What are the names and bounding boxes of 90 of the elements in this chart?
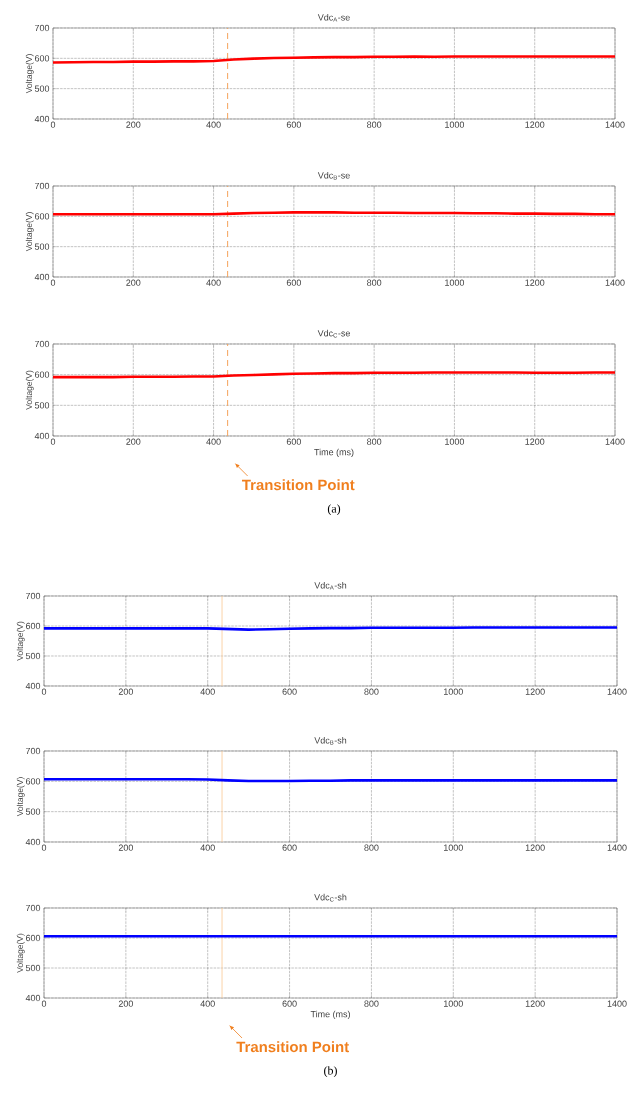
- y-axis-title: Voltage(V): [16, 933, 25, 973]
- chart-title: Vdc$_{B}$-sh: [314, 736, 347, 745]
- y-tick-label: 600: [25, 622, 41, 630]
- y-tick-label: 400: [25, 838, 41, 846]
- x-tick-label: 1400: [607, 844, 627, 851]
- y-tick-label: 400: [34, 273, 50, 281]
- x-tick-label: 200: [126, 279, 141, 286]
- chart-title: Vdc$_{C}$-sh: [314, 893, 347, 902]
- x-tick-label: 1000: [445, 438, 465, 445]
- x-tick-label: 400: [200, 844, 215, 851]
- x-axis-title: Time (ms): [310, 1010, 350, 1020]
- x-tick-label: 600: [286, 121, 301, 128]
- text: (b): [324, 1066, 337, 1078]
- x-tick-label: 200: [118, 688, 133, 695]
- y-axis-title: Voltage(V): [25, 212, 34, 252]
- x-tick-label: 1400: [607, 1000, 627, 1007]
- x-tick-label: 1400: [607, 688, 627, 695]
- y-tick-label: 700: [25, 747, 41, 755]
- chart-title: Vdc$_{C}$-se: [317, 329, 350, 338]
- y-tick-label: 700: [25, 592, 41, 600]
- y-axis-title: Voltage(V): [16, 777, 25, 817]
- text: (a): [327, 504, 341, 516]
- x-tick-label: 0: [50, 121, 56, 128]
- y-tick-label: 600: [34, 213, 50, 220]
- x-tick-label: 1200: [525, 1000, 545, 1007]
- y-tick-label: 700: [34, 340, 50, 348]
- y-tick-label: 600: [25, 934, 41, 942]
- y-tick-label: 500: [34, 402, 50, 409]
- y-tick-label: 400: [25, 994, 41, 1002]
- x-tick-label: 800: [367, 438, 382, 445]
- y-tick-label: 400: [34, 432, 50, 440]
- x-tick-label: 1200: [525, 121, 545, 128]
- chart-title: Vdc$_{A}$-sh: [314, 581, 347, 590]
- x-tick-label: 0: [41, 688, 47, 695]
- x-tick-label: 0: [41, 844, 47, 851]
- x-tick-label: 1200: [525, 279, 545, 286]
- x-tick-label: 600: [282, 688, 297, 695]
- x-tick-label: 1000: [444, 1000, 463, 1007]
- chart-title: Vdc$_{A}$-se: [317, 13, 350, 22]
- x-tick-label: 800: [364, 688, 379, 695]
- x-tick-label: 1400: [605, 121, 625, 128]
- x-tick-label: 1000: [444, 844, 463, 851]
- x-tick-label: 800: [364, 844, 379, 851]
- y-tick-label: 700: [34, 24, 50, 32]
- y-tick-label: 500: [34, 243, 50, 250]
- x-axis-title: Time (ms): [314, 448, 354, 458]
- text: Transition Point: [241, 479, 355, 491]
- x-tick-label: 1400: [605, 279, 625, 286]
- y-axis-title: Voltage(V): [25, 54, 34, 94]
- y-tick-label: 400: [25, 682, 41, 690]
- chart-title: Vdc$_{B}$-se: [317, 171, 350, 180]
- x-tick-label: 600: [282, 1000, 297, 1007]
- x-tick-label: 400: [206, 438, 221, 445]
- y-tick-label: 400: [34, 115, 50, 123]
- x-tick-label: 800: [367, 279, 382, 286]
- x-tick-label: 400: [206, 121, 221, 128]
- y-tick-label: 600: [34, 55, 50, 62]
- x-tick-label: 1200: [525, 438, 545, 445]
- x-tick-label: 1200: [525, 844, 545, 851]
- x-tick-label: 1400: [605, 438, 625, 445]
- x-tick-label: 400: [200, 1000, 215, 1007]
- x-tick-label: 600: [282, 844, 297, 851]
- y-tick-label: 700: [25, 904, 41, 912]
- x-tick-label: 800: [364, 1000, 379, 1007]
- x-tick-label: 200: [118, 1000, 133, 1007]
- x-tick-label: 800: [367, 121, 382, 128]
- y-tick-label: 700: [34, 182, 50, 190]
- y-tick-label: 600: [34, 371, 50, 378]
- x-tick-label: 1200: [525, 688, 545, 695]
- x-tick-label: 400: [206, 279, 221, 286]
- x-tick-label: 200: [126, 438, 141, 445]
- y-axis-title: Voltage(V): [25, 370, 34, 410]
- x-tick-label: 1000: [445, 121, 465, 128]
- x-tick-label: 1000: [445, 279, 465, 286]
- x-tick-label: 600: [286, 438, 301, 445]
- y-tick-label: 500: [25, 964, 41, 972]
- x-tick-label: 600: [286, 279, 301, 286]
- y-tick-label: 600: [25, 778, 41, 785]
- x-tick-label: 400: [200, 688, 215, 695]
- y-tick-label: 500: [25, 652, 41, 660]
- y-axis-title: Voltage(V): [16, 621, 25, 661]
- y-tick-label: 500: [25, 808, 41, 815]
- x-tick-label: 200: [118, 844, 133, 851]
- x-tick-label: 1000: [444, 688, 463, 695]
- x-tick-label: 200: [126, 121, 141, 128]
- x-tick-label: 0: [41, 1000, 47, 1007]
- y-tick-label: 500: [34, 85, 50, 92]
- x-tick-label: 0: [50, 279, 56, 286]
- text: Transition Point: [236, 1041, 349, 1053]
- x-tick-label: 0: [50, 438, 56, 445]
